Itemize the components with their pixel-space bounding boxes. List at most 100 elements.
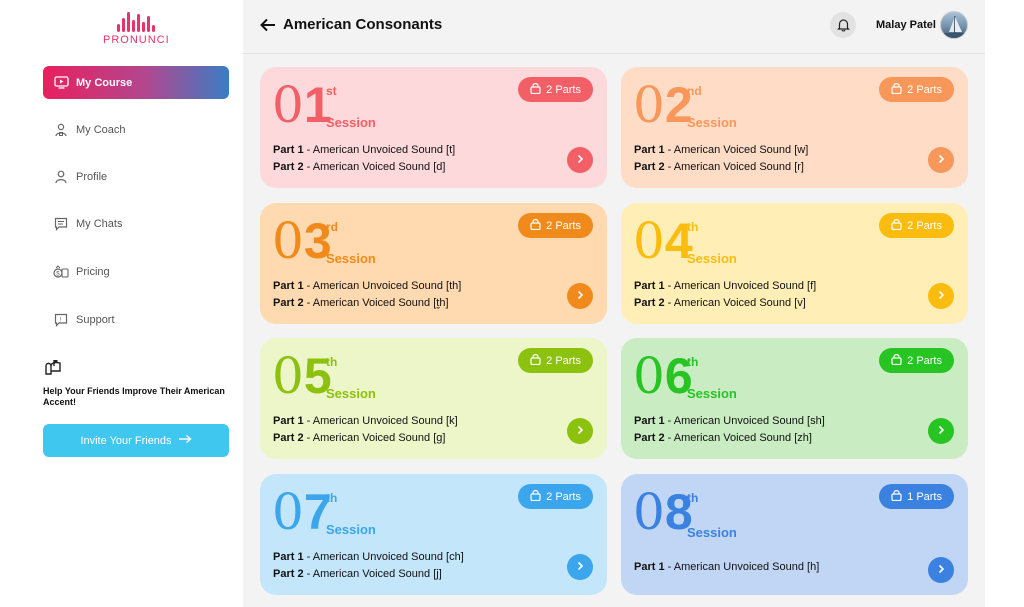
- session-card[interactable]: 07 th Session 2 Parts Part 1 - American …: [260, 474, 607, 595]
- session-label: Session: [687, 525, 737, 540]
- session-part: Part 1 - American Unvoiced Sound [t]: [273, 144, 456, 156]
- lock-icon: [891, 489, 902, 504]
- page-title: American Consonants: [283, 16, 443, 33]
- sidebar-item-my-course[interactable]: My Course: [43, 66, 229, 99]
- lock-icon: [530, 353, 541, 368]
- session-part: Part 1 - American Unvoiced Sound [ch]: [273, 551, 464, 563]
- open-session-button[interactable]: [567, 147, 593, 173]
- session-label: Session: [326, 251, 376, 266]
- sidebar-item-label: Pricing: [76, 265, 110, 278]
- arrow-right-icon: [178, 434, 192, 447]
- parts-badge: 1 Parts: [879, 484, 954, 509]
- parts-count: 2 Parts: [546, 354, 581, 367]
- chevron-right-icon: [936, 561, 946, 579]
- notification-bell-icon[interactable]: [830, 12, 856, 38]
- session-part: Part 1 - American Unvoiced Sound [f]: [634, 280, 817, 292]
- session-card[interactable]: 01 st Session 2 Parts Part 1 - American …: [260, 67, 607, 188]
- session-card[interactable]: 03 rd Session 2 Parts Part 1 - American …: [260, 203, 607, 324]
- session-number: 01: [272, 76, 332, 134]
- parts-badge: 2 Parts: [879, 77, 954, 102]
- sidebar-item-pricing[interactable]: $ Pricing: [43, 255, 229, 288]
- session-card[interactable]: 08 th Session 1 Parts Part 1 - American …: [621, 474, 968, 595]
- user-name[interactable]: Malay Patel: [876, 19, 936, 31]
- brand-logo[interactable]: PRONUNCI: [103, 8, 169, 46]
- session-ordinal-suffix: th: [326, 491, 338, 505]
- session-card[interactable]: 02 nd Session 2 Parts Part 1 - American …: [621, 67, 968, 188]
- session-ordinal-suffix: th: [687, 220, 699, 234]
- open-session-button[interactable]: [567, 418, 593, 444]
- session-label: Session: [687, 115, 737, 130]
- session-label: Session: [687, 386, 737, 401]
- open-session-button[interactable]: [928, 147, 954, 173]
- invite-friends-button[interactable]: Invite Your Friends: [43, 424, 229, 457]
- back-arrow-icon[interactable]: [259, 16, 277, 34]
- parts-count: 2 Parts: [546, 490, 581, 503]
- session-number: 06: [633, 347, 693, 405]
- lock-icon: [530, 489, 541, 504]
- open-session-button[interactable]: [928, 283, 954, 309]
- session-part: Part 2 - American Voiced Sound [r]: [634, 161, 804, 173]
- lock-icon: [530, 218, 541, 233]
- scrollbar[interactable]: [985, 0, 1024, 607]
- parts-badge: 2 Parts: [518, 484, 593, 509]
- session-ordinal-suffix: th: [687, 491, 699, 505]
- mailbox-icon: [43, 358, 63, 378]
- parts-badge: 2 Parts: [879, 348, 954, 373]
- session-ordinal-suffix: th: [687, 355, 699, 369]
- user-icon: [53, 169, 69, 185]
- lock-icon: [891, 353, 902, 368]
- parts-badge: 2 Parts: [518, 77, 593, 102]
- session-label: Session: [326, 115, 376, 130]
- monitor-play-icon: [53, 75, 69, 91]
- session-card[interactable]: 04 th Session 2 Parts Part 1 - American …: [621, 203, 968, 324]
- sidebar-item-profile[interactable]: Profile: [43, 160, 229, 193]
- parts-badge: 2 Parts: [518, 348, 593, 373]
- session-part: Part 2 - American Voiced Sound [zh]: [634, 432, 812, 444]
- session-part: Part 2 - American Voiced Sound [d]: [273, 161, 446, 173]
- open-session-button[interactable]: [928, 557, 954, 583]
- sound-wave-icon: [103, 8, 169, 32]
- session-part: Part 2 - American Voiced Sound [v]: [634, 297, 806, 309]
- session-label: Session: [687, 251, 737, 266]
- sidebar-item-label: Support: [76, 313, 115, 326]
- session-card[interactable]: 06 th Session 2 Parts Part 1 - American …: [621, 338, 968, 459]
- session-card[interactable]: 05 th Session 2 Parts Part 1 - American …: [260, 338, 607, 459]
- session-number: 03: [272, 212, 332, 270]
- sidebar-item-label: My Course: [76, 76, 133, 89]
- lock-icon: [891, 82, 902, 97]
- chevron-right-icon: [575, 151, 585, 169]
- session-ordinal-suffix: st: [326, 84, 337, 98]
- support-icon: !: [53, 312, 69, 328]
- svg-text:!: !: [60, 316, 62, 323]
- session-ordinal-suffix: nd: [687, 84, 702, 98]
- brand-name: PRONUNCI: [103, 34, 170, 46]
- svg-text:$: $: [56, 271, 60, 277]
- avatar[interactable]: [940, 11, 968, 39]
- parts-count: 1 Parts: [907, 490, 942, 503]
- session-number: 07: [272, 483, 332, 541]
- invite-section: Help Your Friends Improve Their American…: [43, 358, 229, 457]
- top-bar: American Consonants Malay Patel: [243, 0, 985, 54]
- session-number: 05: [272, 347, 332, 405]
- sidebar-item-label: My Coach: [76, 123, 126, 136]
- sidebar-item-label: My Chats: [76, 217, 123, 230]
- chevron-right-icon: [575, 422, 585, 440]
- session-part: Part 1 - American Unvoiced Sound [k]: [273, 415, 458, 427]
- parts-count: 2 Parts: [907, 354, 942, 367]
- chevron-right-icon: [936, 151, 946, 169]
- parts-count: 2 Parts: [546, 219, 581, 232]
- sidebar-item-support[interactable]: ! Support: [43, 303, 229, 336]
- sidebar-item-my-chats[interactable]: My Chats: [43, 207, 229, 240]
- sidebar-item-my-coach[interactable]: My Coach: [43, 113, 229, 146]
- session-part: Part 2 - American Voiced Sound [t̬h]: [273, 297, 449, 309]
- open-session-button[interactable]: [928, 418, 954, 444]
- open-session-button[interactable]: [567, 283, 593, 309]
- open-session-button[interactable]: [567, 554, 593, 580]
- coach-icon: [53, 122, 69, 138]
- parts-badge: 2 Parts: [518, 213, 593, 238]
- session-number: 04: [633, 212, 693, 270]
- chevron-right-icon: [575, 558, 585, 576]
- chevron-right-icon: [575, 287, 585, 305]
- session-part: Part 2 - American Voiced Sound [j]: [273, 568, 442, 580]
- session-part: Part 1 - American Unvoiced Sound [h]: [634, 561, 820, 573]
